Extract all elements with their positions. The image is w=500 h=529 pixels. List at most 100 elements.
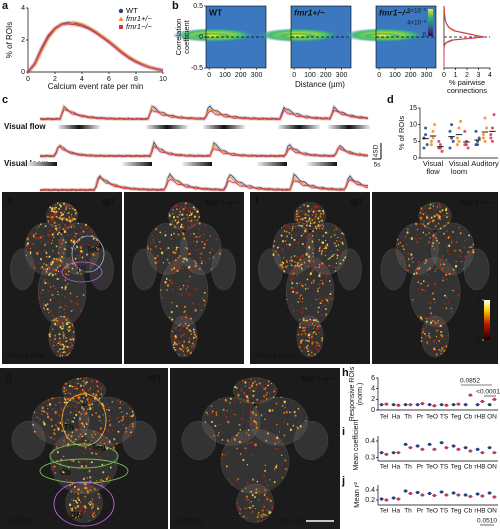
data-point — [477, 136, 481, 140]
data-point — [437, 139, 441, 143]
y-tick-label: 2 — [371, 396, 375, 403]
activity-specks — [25, 202, 100, 357]
mean-point — [392, 496, 396, 500]
p-value: <0.0001 — [476, 389, 500, 396]
mean-point — [492, 397, 496, 401]
brain-outline — [258, 248, 283, 291]
x-tick-label: 300 — [251, 72, 263, 79]
mean-point — [464, 493, 468, 497]
heatmap-title: WT — [209, 7, 223, 17]
data-point — [448, 146, 452, 150]
x-tick-label: 100 — [389, 72, 401, 79]
x-tick-label: 200 — [405, 72, 417, 79]
heatmap-frame — [375, 5, 437, 69]
panel-letter: a — [2, 0, 9, 12]
x-tick-label: 0 — [442, 72, 446, 79]
trace — [39, 109, 369, 121]
mean-point — [476, 447, 480, 451]
x-tick-label: Cb — [464, 414, 473, 421]
mean-point — [404, 403, 408, 407]
heatmap-title: fmr1−/− — [379, 7, 410, 17]
mean-point — [396, 497, 400, 501]
mean-point — [380, 403, 384, 407]
mean-point — [384, 452, 388, 456]
mean-point — [416, 490, 420, 495]
mean-point — [488, 491, 492, 495]
stimulus-bar — [257, 162, 287, 166]
mean-point — [420, 447, 424, 451]
region-label: TeO — [86, 245, 101, 254]
y-tick-label: 10 — [409, 122, 417, 129]
mean-point — [404, 442, 408, 446]
heatmap-density — [277, 32, 318, 39]
panel-letter: i — [342, 426, 345, 438]
data-point — [429, 139, 433, 143]
image-caption: Auditory — [175, 516, 204, 525]
x-tick-label: Th — [404, 464, 412, 471]
y-tick-label: 4 — [371, 386, 375, 393]
stimulus-bar — [307, 162, 337, 166]
data-point — [431, 129, 435, 133]
mean-point — [416, 403, 420, 407]
x-tick-label: rHB — [474, 464, 485, 471]
mean-point — [408, 403, 412, 407]
trace — [39, 143, 369, 158]
mean-point — [392, 451, 396, 455]
mean-point — [452, 403, 456, 407]
x-tick-label: 100 — [219, 72, 231, 79]
data-point — [481, 133, 485, 137]
legend-marker — [118, 16, 124, 21]
data-point — [474, 129, 478, 133]
region-label: Teg — [92, 443, 106, 452]
mean-point — [480, 399, 484, 404]
mean-point — [404, 489, 408, 493]
colorbar — [428, 9, 433, 36]
brain-outline — [249, 396, 308, 446]
data-point — [485, 126, 489, 130]
x-tick-label: rHB — [474, 414, 485, 421]
image-caption: Visual flow — [7, 351, 45, 360]
data-point — [438, 143, 442, 147]
stimulus-bar — [146, 125, 188, 129]
x-tick-label: Teg — [451, 464, 462, 471]
x-axis-label: Calcium event rate per min — [48, 82, 144, 91]
mean-point — [432, 404, 436, 408]
colorbar — [484, 300, 490, 340]
data-point — [490, 126, 494, 130]
x-tick-label: 0 — [377, 72, 381, 79]
panel-letter: b — [172, 0, 179, 12]
data-point — [466, 146, 470, 150]
x-tick-label: 100 — [304, 72, 316, 79]
panel-letter: f — [255, 195, 259, 207]
data-point — [450, 123, 454, 127]
activity-specks — [396, 202, 474, 355]
stimulus-bar — [328, 125, 370, 129]
region-outline — [39, 458, 129, 484]
data-point — [481, 136, 485, 140]
mean-point — [456, 493, 460, 497]
panel-letter: d — [387, 94, 394, 106]
data-point — [455, 136, 459, 140]
data-point — [424, 133, 428, 137]
x-tick-label: 0 — [26, 76, 30, 83]
x-tick-label: 300 — [421, 72, 433, 79]
x-tick-label: 10 — [159, 76, 167, 83]
scale-label: 100 µm — [280, 518, 304, 525]
data-point — [483, 139, 487, 143]
x-tick-label: Pr — [417, 508, 424, 515]
x-tick-label: Th — [404, 414, 412, 421]
y-tick-label: 0.3 — [365, 455, 375, 462]
x-tick-label: Auditory — [471, 159, 499, 168]
colorbar-label: 0 — [476, 337, 480, 344]
x-tick-label: Pr — [417, 464, 424, 471]
p-value: 0.0852 — [460, 378, 480, 385]
mean-point — [392, 403, 396, 407]
data-point — [476, 139, 480, 143]
legend-marker — [118, 8, 124, 14]
mean-point — [380, 497, 384, 501]
x-tick-label: 2 — [53, 76, 57, 83]
y-tick-label: 0.4 — [365, 487, 375, 494]
x-tick-label: TeO — [426, 464, 438, 471]
x-axis-label: Distance (µm) — [295, 80, 345, 89]
region-label: TS — [76, 265, 86, 274]
